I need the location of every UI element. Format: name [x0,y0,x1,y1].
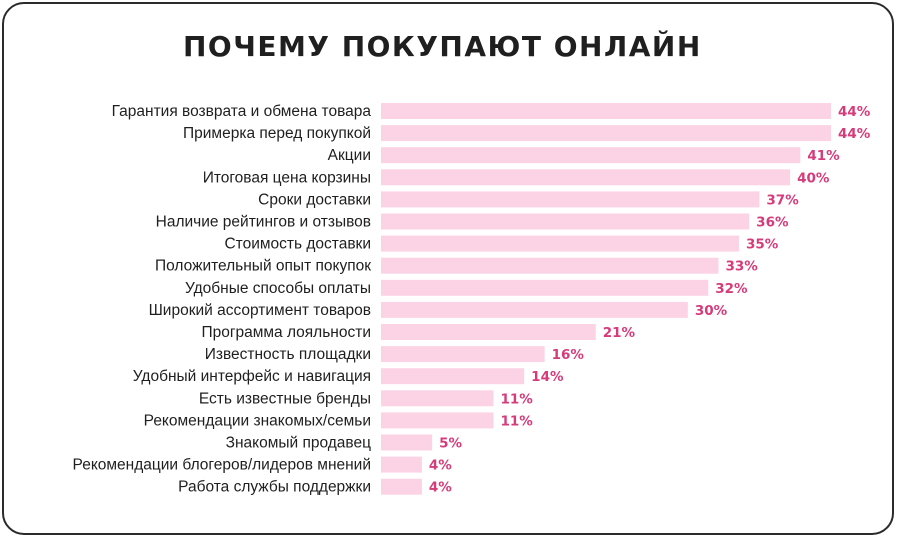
category-label: Гарантия возврата и обмена товара [112,103,372,120]
category-label: Примерка перед покупкой [183,125,371,142]
bar [381,191,760,208]
value-label: 44% [838,126,871,142]
value-label: 44% [838,104,871,120]
value-label: 32% [715,281,748,297]
category-label: Рекомендации блогеров/лидеров мнений [73,457,371,474]
value-label: 4% [429,480,452,496]
category-label: Известность площадки [205,346,371,363]
bar [381,125,831,142]
bar [381,368,525,385]
chart-title: ПОЧЕМУ ПОКУПАЮТ ОНЛАЙН [183,30,702,63]
value-label: 11% [501,391,534,407]
value-label: 37% [766,192,799,208]
bar [381,147,801,164]
bar [381,478,422,495]
category-label: Широкий ассортимент товаров [149,302,371,319]
bar [381,279,709,296]
category-label: Стоимость доставки [224,236,371,253]
category-label: Есть известные бренды [199,390,371,407]
bar [381,324,596,340]
category-label: Удобные способы оплаты [185,280,371,297]
category-label: Рекомендации знакомых/семьи [144,412,371,429]
value-label: 33% [726,259,759,275]
value-label: 21% [603,325,636,341]
value-label: 11% [501,413,534,429]
value-label: 5% [439,436,462,452]
category-label: Акции [328,147,371,164]
category-label: Наличие рейтингов и отзывов [156,214,371,231]
bar [381,346,545,363]
bar [381,301,688,318]
value-label: 41% [807,148,840,164]
value-label: 30% [695,303,728,319]
bar [381,103,831,119]
value-label: 14% [531,369,564,385]
value-label: 16% [552,347,585,363]
bar [381,456,422,473]
category-label: Положительный опыт покупок [155,258,371,275]
bar [381,412,494,429]
category-label: Удобный интерфейс и навигация [133,368,371,385]
category-label: Итоговая цена корзины [203,169,371,186]
bar [381,390,494,407]
category-label: Знакомый продавец [226,435,372,452]
bar [381,235,739,252]
bar [381,257,719,274]
value-label: 40% [797,170,830,186]
value-label: 35% [746,237,779,253]
value-label: 36% [756,215,789,231]
category-label: Сроки доставки [258,191,371,208]
category-label: Работа службы поддержки [178,479,371,496]
bar [381,213,750,230]
value-label: 4% [429,458,452,474]
bar [381,169,791,186]
category-label: Программа лояльности [201,324,371,341]
bar [381,434,433,451]
